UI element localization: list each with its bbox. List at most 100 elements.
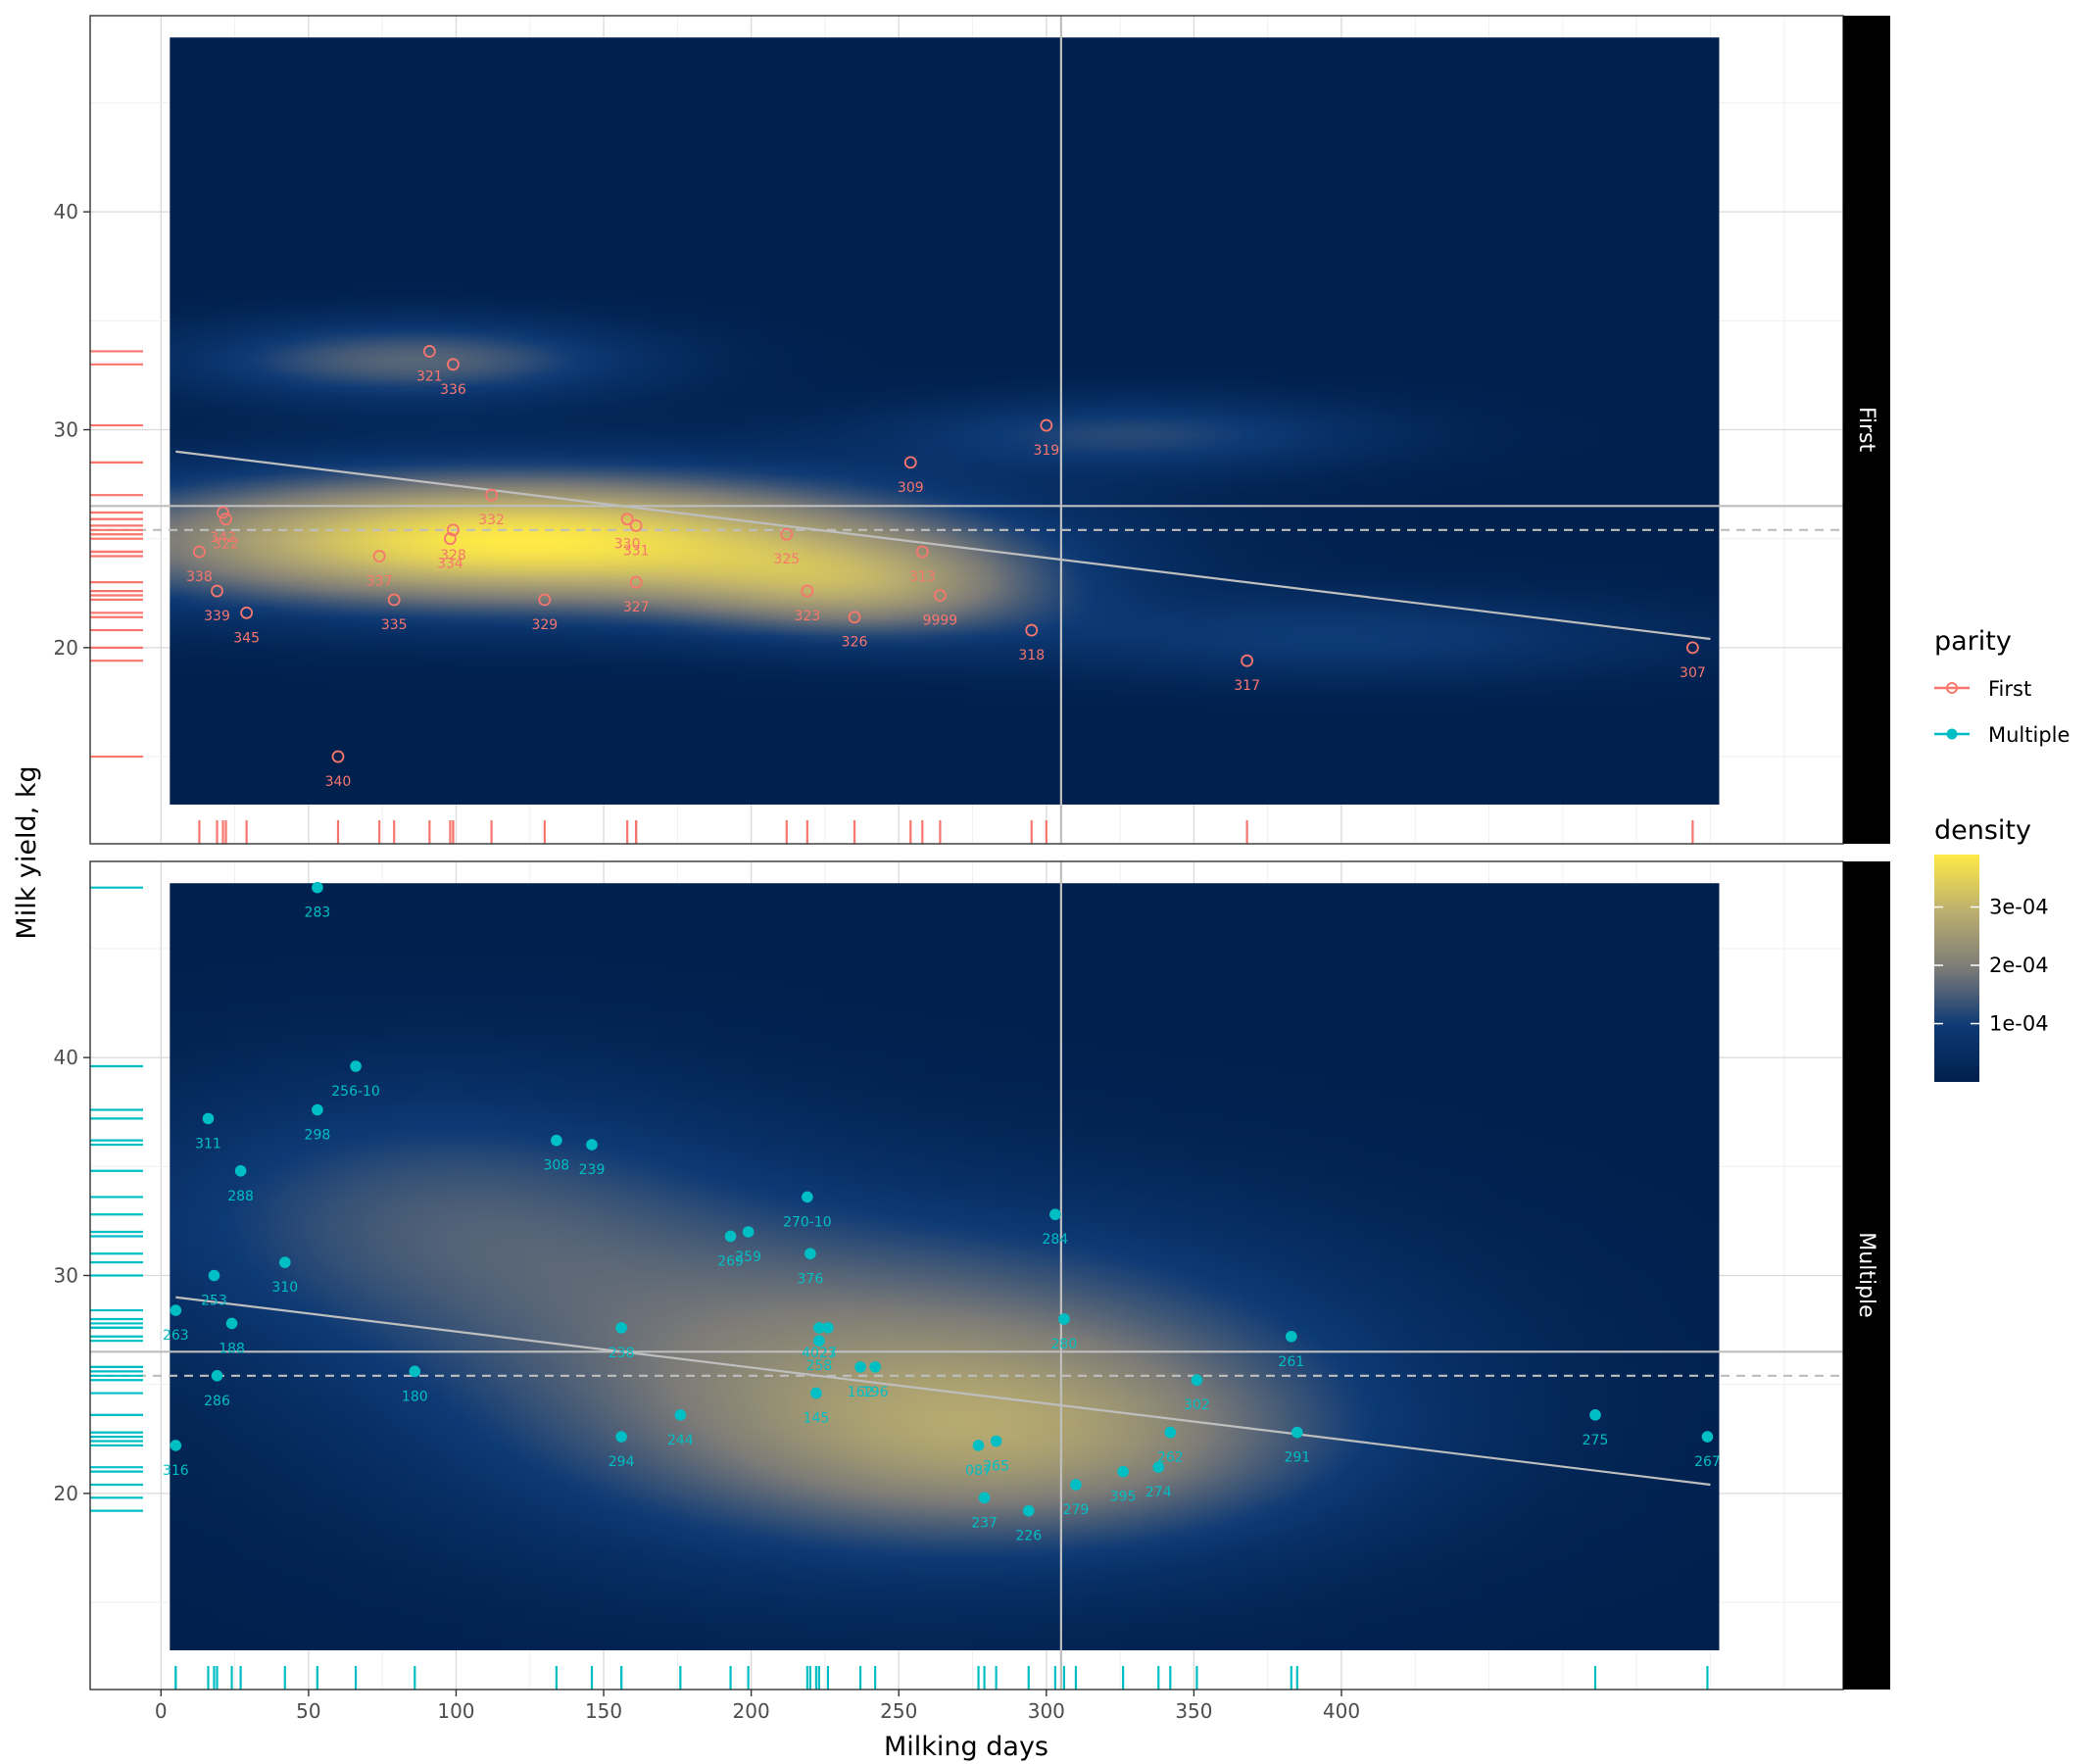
data-point-first bbox=[217, 506, 229, 519]
multiple-y-tick-label: 40 bbox=[54, 1046, 78, 1069]
data-point-multiple bbox=[278, 1256, 291, 1268]
data-point-label-multiple: 237 bbox=[971, 1515, 998, 1531]
data-point-label-first: 321 bbox=[416, 368, 443, 384]
x-tick-label: 100 bbox=[437, 1699, 474, 1723]
data-point-first bbox=[1040, 418, 1053, 432]
data-point-multiple bbox=[586, 1139, 598, 1151]
data-point-label-first: 342 bbox=[210, 530, 236, 546]
data-point-label-first: 329 bbox=[531, 617, 558, 633]
multiple-trend-line bbox=[175, 1296, 1711, 1487]
data-point-multiple bbox=[1058, 1313, 1070, 1325]
data-point-label-multiple: 261 bbox=[1278, 1354, 1304, 1370]
data-point-label-first: 313 bbox=[909, 569, 936, 585]
data-point-label-multiple: 4023 bbox=[802, 1346, 837, 1361]
x-tick-label: 200 bbox=[733, 1699, 770, 1723]
data-point-first bbox=[387, 593, 401, 607]
data-point-label-multiple: 269 bbox=[717, 1253, 744, 1269]
data-point-label-first: 317 bbox=[1234, 678, 1260, 694]
legend-item-first[interactable]: First bbox=[1934, 677, 2031, 701]
data-point-label-first: 328 bbox=[440, 548, 466, 564]
data-point-multiple bbox=[170, 1440, 182, 1451]
data-point-label-first: 9999 bbox=[923, 613, 958, 629]
data-point-label-first: 322 bbox=[213, 537, 239, 553]
x-tick-label: 300 bbox=[1028, 1699, 1065, 1723]
data-point-multiple bbox=[1152, 1461, 1165, 1473]
data-point-label-multiple: 294 bbox=[609, 1454, 635, 1470]
data-point-label-multiple: 259 bbox=[735, 1250, 761, 1265]
data-point-label-multiple: 288 bbox=[227, 1189, 254, 1204]
data-point-multiple bbox=[1285, 1330, 1297, 1343]
data-point-label-multiple: 267 bbox=[1694, 1454, 1721, 1470]
data-point-multiple bbox=[1589, 1409, 1601, 1421]
data-point-label-multiple: 286 bbox=[204, 1394, 230, 1409]
data-point-first bbox=[1025, 623, 1039, 637]
data-point-label-multiple: 238 bbox=[609, 1346, 635, 1361]
data-point-label-multiple: 376 bbox=[798, 1271, 824, 1287]
data-point-multiple bbox=[170, 1304, 182, 1316]
data-point-first bbox=[485, 488, 499, 502]
data-point-multiple bbox=[1070, 1479, 1082, 1491]
x-tick-label: 150 bbox=[585, 1699, 622, 1723]
x-tick-label: 250 bbox=[880, 1699, 917, 1723]
data-point-first bbox=[331, 750, 345, 763]
data-point-label-multiple: 196 bbox=[862, 1385, 889, 1400]
data-point-first bbox=[933, 589, 947, 602]
multiple-y-tick-label: 20 bbox=[54, 1482, 78, 1505]
panel-first-x-rug bbox=[198, 820, 1694, 844]
data-point-multiple bbox=[1191, 1374, 1203, 1387]
data-point-label-multiple: 27 bbox=[819, 1346, 837, 1361]
data-point-label-first: 319 bbox=[1033, 443, 1059, 459]
data-point-label-multiple: 263 bbox=[163, 1328, 189, 1344]
data-point-first bbox=[620, 513, 634, 526]
data-point-multiple bbox=[615, 1322, 627, 1334]
data-point-label-first: 307 bbox=[1680, 665, 1706, 681]
data-point-multiple bbox=[615, 1431, 627, 1443]
data-point-multiple bbox=[1049, 1208, 1061, 1221]
legend-item-multiple[interactable]: Multiple bbox=[1934, 723, 2070, 747]
data-point-multiple bbox=[804, 1248, 816, 1260]
data-point-label-multiple: 316 bbox=[163, 1463, 189, 1479]
first-y-tick-label: 40 bbox=[54, 200, 78, 223]
panel-first-y-rug bbox=[90, 350, 143, 759]
data-point-first bbox=[422, 345, 436, 358]
data-point-label-multiple: 284 bbox=[1042, 1232, 1068, 1248]
density-legend-title: density bbox=[1934, 815, 2031, 846]
data-point-first bbox=[780, 527, 794, 541]
density-legend: density 1e-04 2e-04 3e-04 bbox=[1934, 815, 2049, 1082]
data-point-label-multiple: 308 bbox=[543, 1158, 569, 1174]
data-point-first bbox=[447, 523, 460, 537]
data-point-label-first: 335 bbox=[381, 617, 408, 633]
parity-legend: parity First Multiple bbox=[1934, 626, 2070, 747]
data-point-first bbox=[538, 593, 552, 607]
data-point-label-multiple: 311 bbox=[195, 1136, 221, 1152]
x-tick-label: 0 bbox=[155, 1699, 168, 1723]
data-point-label-multiple: 256-10 bbox=[331, 1084, 380, 1100]
data-point-first bbox=[1685, 641, 1699, 655]
data-point-multiple bbox=[972, 1440, 985, 1451]
strip-first-label: First bbox=[1854, 407, 1878, 453]
data-point-first bbox=[372, 550, 386, 563]
data-point-label-multiple: 258 bbox=[806, 1358, 833, 1374]
panel-first-density-raster bbox=[170, 37, 1720, 805]
legend-label-multiple: Multiple bbox=[1988, 723, 2070, 747]
data-point-label-first: 326 bbox=[842, 635, 868, 651]
legend-key-first-point bbox=[1946, 682, 1958, 694]
data-point-label-multiple: 188 bbox=[219, 1341, 245, 1356]
data-point-label-multiple: 275 bbox=[1583, 1433, 1609, 1448]
data-point-label-first: 325 bbox=[773, 552, 800, 567]
data-point-first bbox=[219, 513, 232, 526]
panel-multiple-reference-lines bbox=[90, 861, 1843, 1690]
data-point-label-first: 337 bbox=[366, 573, 393, 589]
data-point-label-multiple: 395 bbox=[1110, 1490, 1137, 1505]
data-point-multiple bbox=[990, 1435, 1002, 1447]
data-point-label-multiple: 180 bbox=[402, 1389, 428, 1404]
panel-multiple-y-rug bbox=[90, 886, 143, 1512]
data-point-multiple bbox=[211, 1369, 223, 1382]
panel-multiple-x-rug bbox=[174, 1666, 1709, 1690]
x-axis: 0 50 100 150 200 250 300 350 400 bbox=[155, 1690, 1360, 1723]
data-point-label-multiple: 262 bbox=[1157, 1450, 1184, 1466]
strip-multiple bbox=[1843, 861, 1890, 1690]
x-tick-label: 350 bbox=[1175, 1699, 1212, 1723]
data-point-label-first: 338 bbox=[186, 569, 213, 585]
